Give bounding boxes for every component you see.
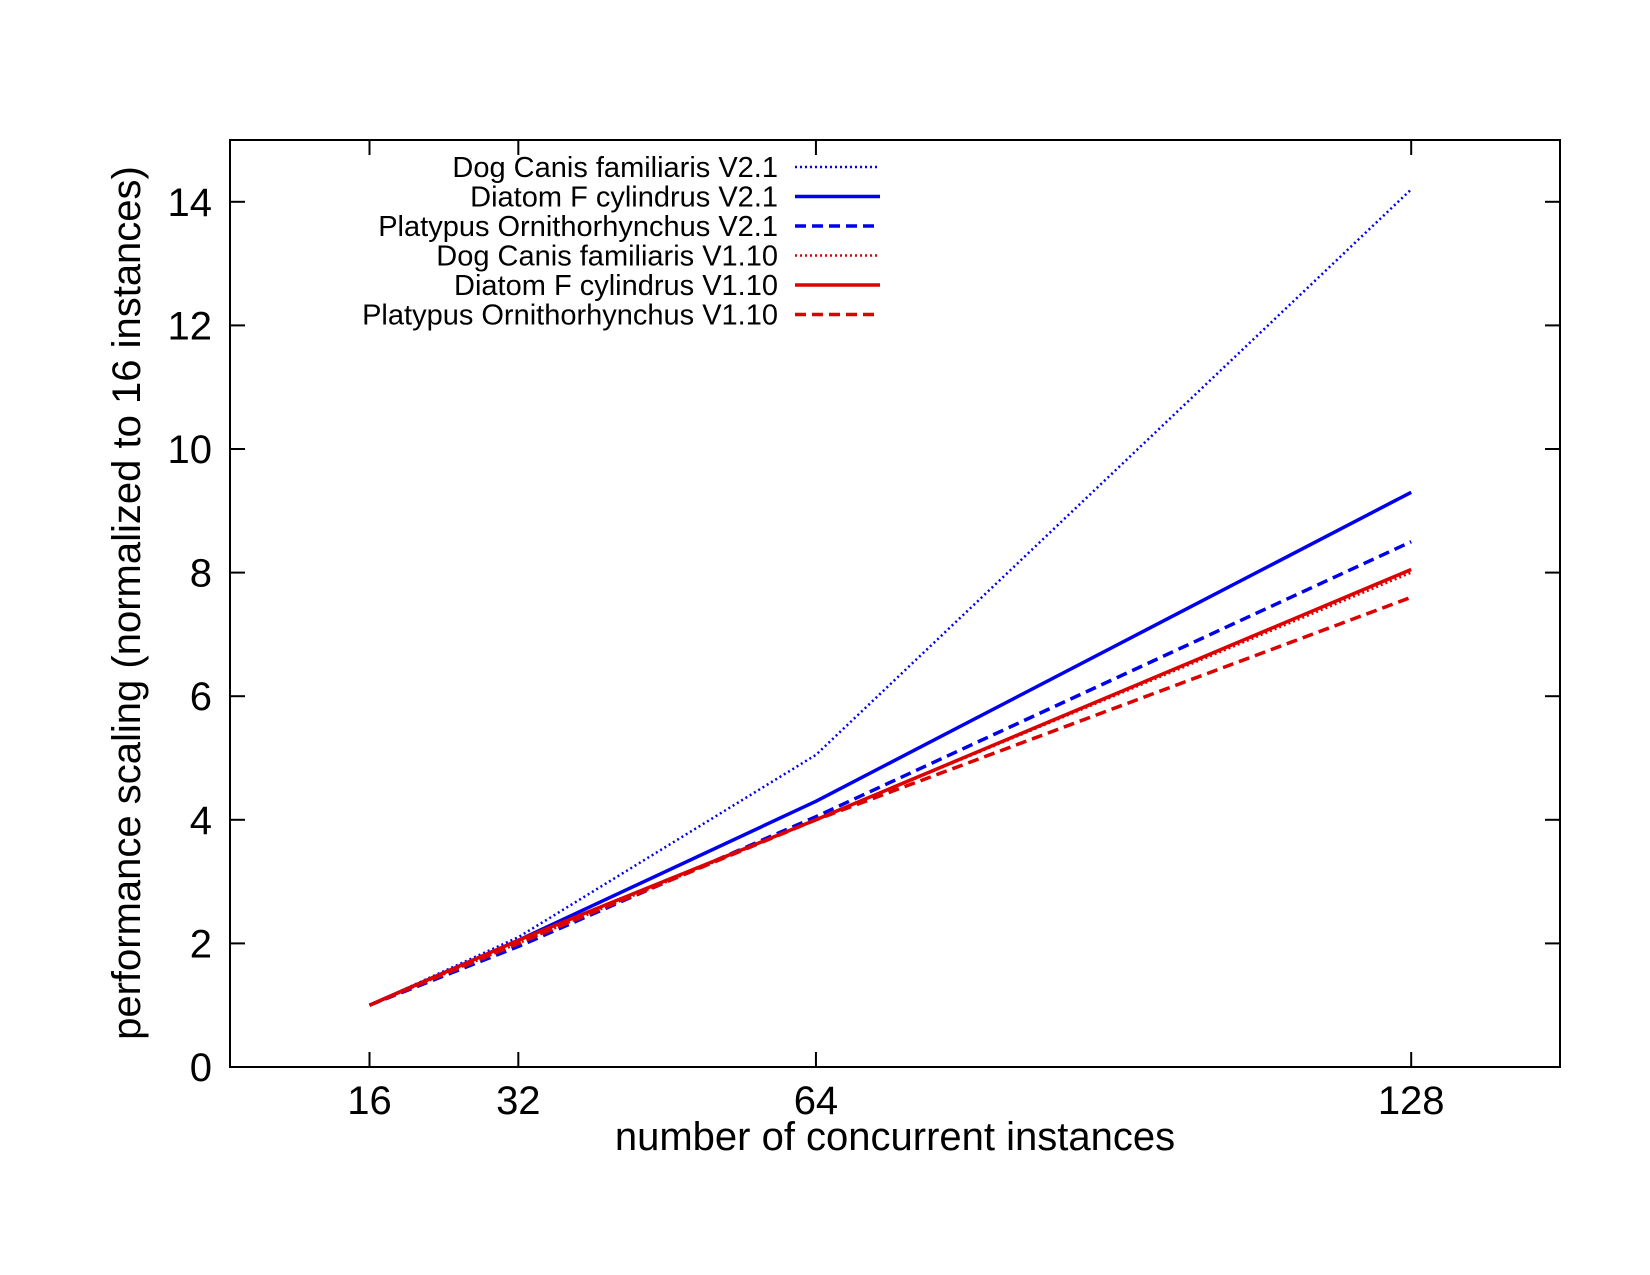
y-axis-label: performance scaling (normalized to 16 in… (105, 166, 149, 1040)
y-tick-label: 8 (190, 552, 212, 596)
legend-label: Dog Canis familiaris V2.1 (452, 152, 778, 184)
x-tick-label: 16 (347, 1079, 392, 1123)
x-axis-label: number of concurrent instances (615, 1115, 1175, 1159)
y-tick-label: 10 (168, 428, 213, 472)
x-tick-label: 64 (794, 1079, 839, 1123)
series-line-5 (368, 567, 1412, 1007)
y-tick-label: 6 (190, 675, 212, 719)
legend-label: Diatom F cylindrus V1.10 (454, 270, 778, 302)
legend-label: Diatom F cylindrus V2.1 (470, 182, 778, 214)
y-tick-label: 4 (190, 799, 212, 843)
legend-label: Dog Canis familiaris V1.10 (436, 241, 778, 273)
y-tick-label: 2 (190, 922, 212, 966)
y-tick-label: 14 (168, 181, 213, 225)
series-layer (368, 188, 1413, 1007)
y-tick-label: 12 (168, 304, 213, 348)
legend-label: Platypus Ornithorhynchus V1.10 (362, 300, 778, 332)
y-tick-label: 0 (190, 1046, 212, 1090)
series-line-6 (368, 595, 1412, 1007)
x-tick-label: 128 (1378, 1079, 1445, 1123)
series-line-2 (368, 490, 1413, 1007)
plot-frame (229, 139, 1561, 1068)
legend-label: Platypus Ornithorhynchus V2.1 (378, 211, 778, 243)
x-tick-label: 32 (496, 1079, 541, 1123)
axis-ticks: 0 2 4 6 8 10 12 14 16 32 64 128 (168, 140, 1560, 1123)
